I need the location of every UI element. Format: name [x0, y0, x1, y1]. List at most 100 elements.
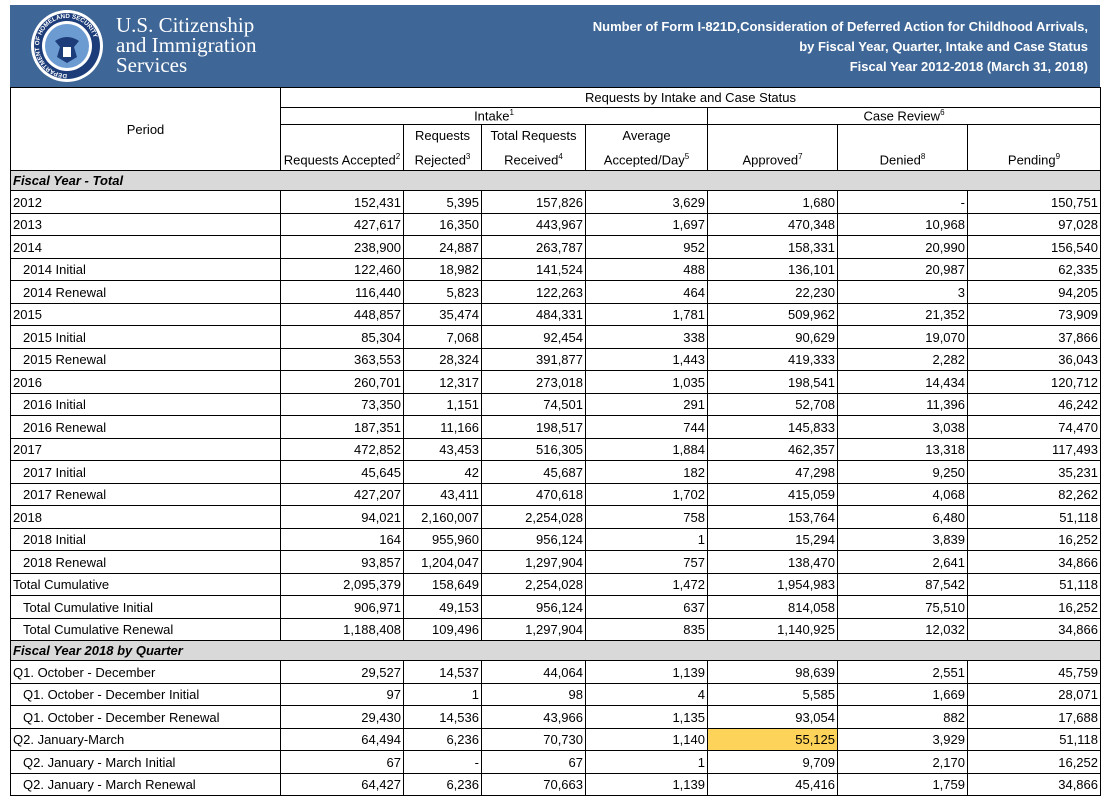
- cell-value: 46,242: [967, 392, 1101, 417]
- cell-value: 73,350: [280, 392, 404, 417]
- cell-value: 472,852: [280, 437, 404, 462]
- header-label: Denied: [879, 152, 921, 168]
- cell-value: 835: [585, 617, 708, 642]
- cell-value: 150,751: [967, 190, 1101, 214]
- agency-name: U.S. Citizenship and Immigration Services: [116, 13, 257, 76]
- row-label: 2014 Renewal: [10, 280, 281, 304]
- cell-value: 28,324: [403, 347, 482, 372]
- cell-value: 744: [585, 415, 708, 439]
- row-label: 2016: [10, 370, 281, 394]
- cell-value: 509,962: [707, 302, 838, 327]
- table-row: 2015 Initial 85,304 7,068 92,454 338 90,629 19…: [10, 325, 1101, 349]
- cell-value: 5,823: [403, 280, 482, 304]
- table-row: Q2. January - March Initial 67-67 1 9,709 2,…: [10, 750, 1101, 774]
- table-row: 2017 472,852 43,453 516,305 1,884 462,357 13,3…: [10, 437, 1101, 462]
- column-header: Requests Accepted2: [280, 123, 404, 172]
- cell-value: 74,501: [481, 392, 586, 417]
- section-row: Fiscal Year - Total: [10, 170, 1101, 192]
- cell-value: 4,068: [837, 482, 968, 507]
- cell-value: 757: [585, 550, 708, 574]
- cell-value: 13,318: [837, 437, 968, 462]
- cell-value: 29,430: [280, 705, 404, 729]
- cell-value: 2,254,028: [481, 505, 586, 529]
- cell-value: 758: [585, 505, 708, 529]
- cell-value: 11,166: [403, 415, 482, 439]
- header-band: DEPARTMENT OF HOMELAND SECURITY U.S. Cit…: [10, 5, 1100, 87]
- cell-value: 1,781: [585, 302, 708, 327]
- cell-value: 814,058: [707, 595, 838, 619]
- cell-value: 363,553: [280, 347, 404, 372]
- cell-value: 74,470: [967, 415, 1101, 439]
- cell-value: 1,954,983: [707, 572, 838, 597]
- cell-value: 35,474: [403, 302, 482, 327]
- cell-value: 1,759: [837, 772, 968, 797]
- cell-value: 6,236: [403, 727, 482, 752]
- cell-value: 116,440: [280, 280, 404, 304]
- table-row: Q2. January-March 64,494 6,236 70,730 1,140 5…: [10, 727, 1101, 752]
- cell-value: 1,140: [585, 727, 708, 752]
- cell-value: 2,551: [837, 660, 968, 684]
- row-label: 2016 Renewal: [10, 415, 281, 439]
- cell-value: 464: [585, 280, 708, 304]
- footnote-mark: 5: [684, 152, 690, 161]
- cell-value: 18,982: [403, 257, 482, 282]
- cell-value: 120,712: [967, 370, 1101, 394]
- row-label: Q1. October - December Initial: [10, 682, 281, 707]
- cell-value: 3,929: [837, 727, 968, 752]
- cell-value: 17,688: [967, 705, 1101, 729]
- cell-value: 45,645: [280, 460, 404, 484]
- cell-value: -: [837, 190, 968, 214]
- table-row: Total Cumulative Initial 906,971 49,153 956…: [10, 595, 1101, 619]
- cell-value: 3,038: [837, 415, 968, 439]
- cell-value: 2,641: [837, 550, 968, 574]
- cell-value: 9,250: [837, 460, 968, 484]
- table-row: 2018 Initial 164 955,960 956,124 1 15,294 3,83…: [10, 527, 1101, 552]
- data-table: Period Requests by Intake and Case Status…: [10, 86, 1101, 797]
- row-label: Total Cumulative Renewal: [10, 617, 281, 642]
- cell-value: 1,151: [403, 392, 482, 417]
- cell-value: 22,230: [707, 280, 838, 304]
- cell-value: 98: [481, 682, 586, 707]
- cell-value: 2,254,028: [481, 572, 586, 597]
- column-header: Requests Rejected3: [403, 123, 482, 172]
- cell-value: 122,460: [280, 257, 404, 282]
- cell-value: 136,101: [707, 257, 838, 282]
- cell-value: 47,298: [707, 460, 838, 484]
- header-label: Intake: [474, 108, 510, 124]
- table-row: 2012 152,431 5,395 157,826 3,629 1,680-150,75…: [10, 190, 1101, 214]
- table-row: 2017 Renewal 427,207 43,411 470,618 1,702 415…: [10, 482, 1101, 507]
- cell-value: 97,028: [967, 212, 1101, 237]
- cell-value: 14,536: [403, 705, 482, 729]
- footnote-mark: 3: [465, 152, 471, 161]
- cell-value: 443,967: [481, 212, 586, 237]
- footnote-mark: 9: [1055, 152, 1061, 161]
- cell-value: 391,877: [481, 347, 586, 372]
- cell-value: 3,629: [585, 190, 708, 214]
- column-header: Pending9: [967, 123, 1101, 172]
- cell-value: 427,207: [280, 482, 404, 507]
- table-row: 2015 Renewal 363,553 28,324 391,877 1,443 419…: [10, 347, 1101, 372]
- cell-value: 9,709: [707, 750, 838, 774]
- row-label: Q2. January - March Initial: [10, 750, 281, 774]
- section-row: Fiscal Year 2018 by Quarter: [10, 640, 1101, 662]
- cell-value: 1,697: [585, 212, 708, 237]
- cell-value: 1,884: [585, 437, 708, 462]
- cell-value: 12,032: [837, 617, 968, 642]
- footnote-mark: 6: [940, 108, 945, 118]
- cell-value: 157,826: [481, 190, 586, 214]
- cell-value: 24,887: [403, 235, 482, 259]
- table-row: Q1. October - December 29,527 14,537 44,064…: [10, 660, 1101, 684]
- cell-value: 43,966: [481, 705, 586, 729]
- table-row: 2015 448,857 35,474 484,331 1,781 509,962 21,3…: [10, 302, 1101, 327]
- table-head: Period Requests by Intake and Case Status…: [10, 86, 1101, 172]
- cell-value: 20,987: [837, 257, 968, 282]
- agency-line: U.S. Citizenship: [116, 13, 255, 37]
- cell-value: 45,687: [481, 460, 586, 484]
- row-label: 2015: [10, 302, 281, 327]
- cell-value: 198,541: [707, 370, 838, 394]
- cell-value: 1,297,904: [481, 617, 586, 642]
- cell-value: 12,317: [403, 370, 482, 394]
- row-label: Q1. October - December: [10, 660, 281, 684]
- cell-value: 263,787: [481, 235, 586, 259]
- footnote-mark: 8: [920, 152, 926, 161]
